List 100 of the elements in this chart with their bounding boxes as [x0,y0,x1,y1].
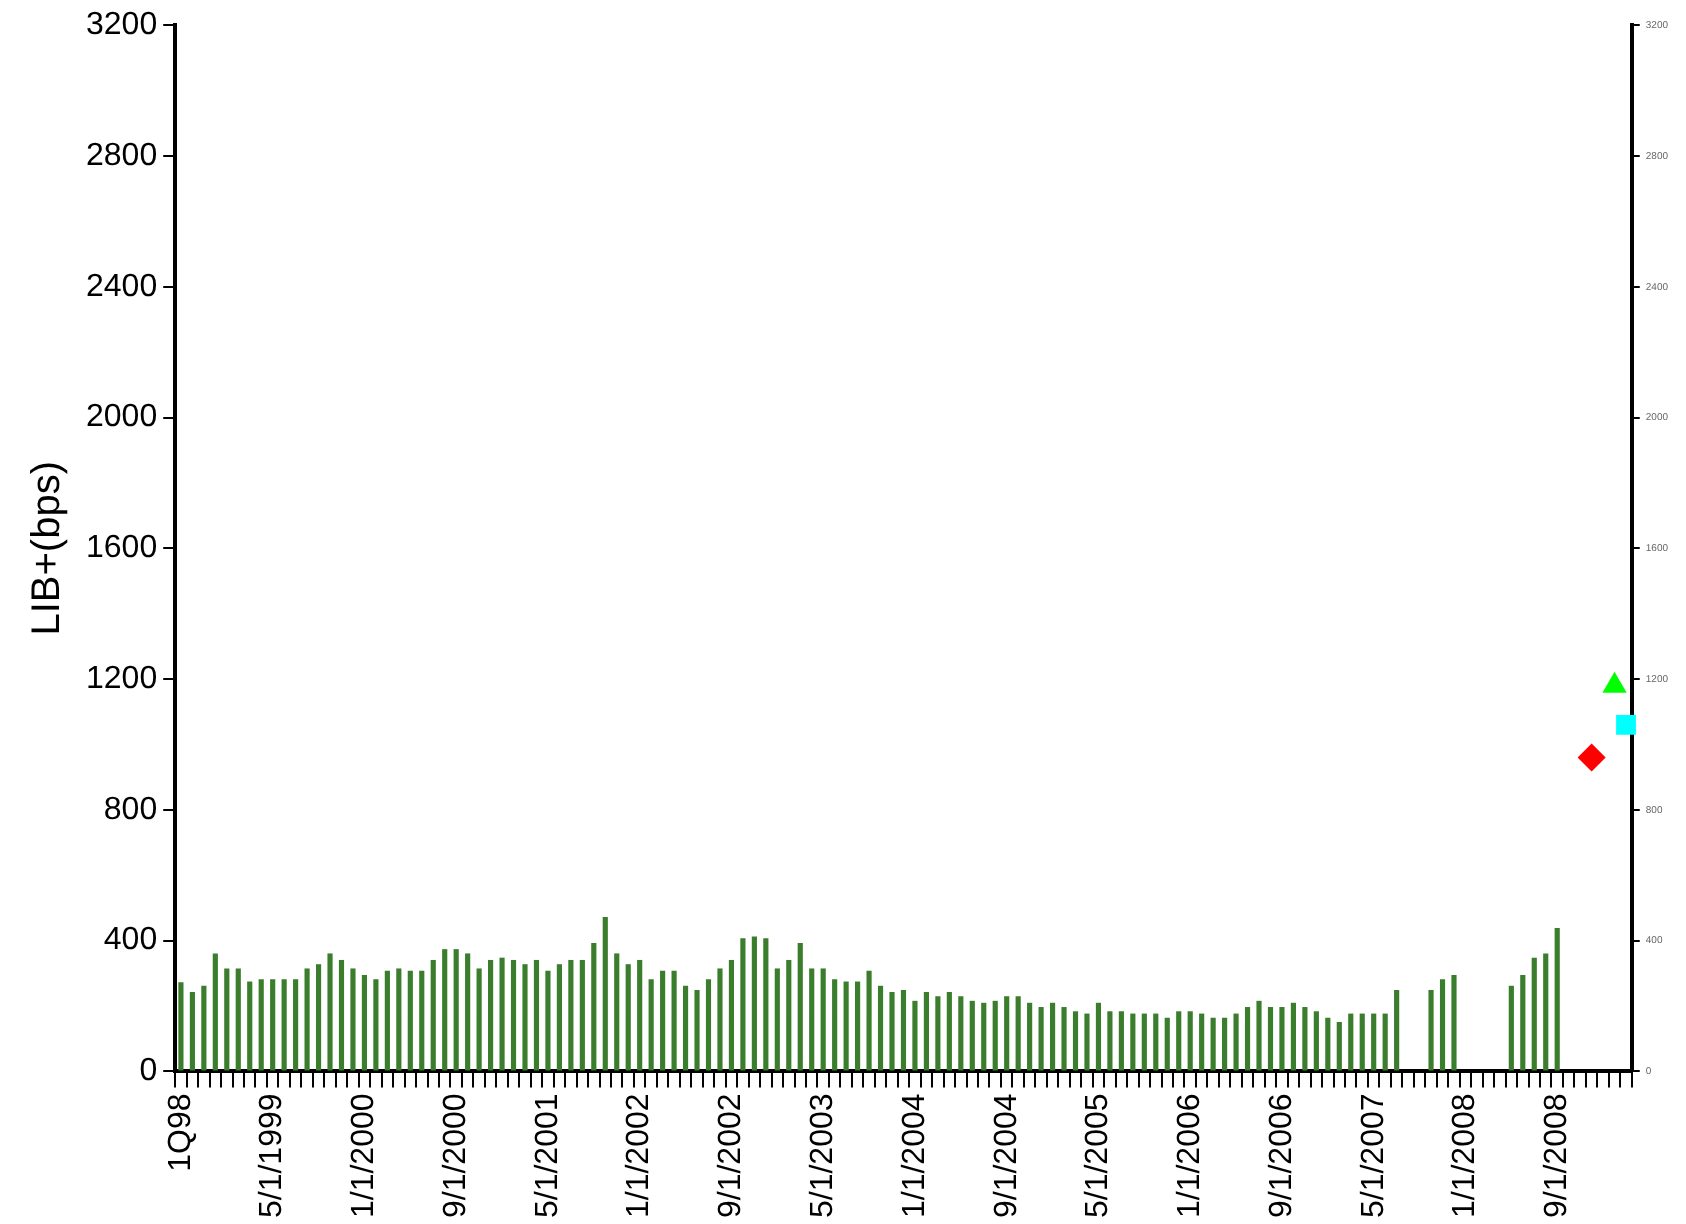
bar [843,981,849,1071]
bar [1279,1007,1285,1071]
bar [1348,1013,1354,1071]
bar [1336,1022,1342,1071]
bar [614,953,620,1071]
y-tick-label: 1200 [86,661,158,696]
bar [1222,1017,1228,1071]
bar [728,959,735,1071]
bar [304,968,310,1071]
bar [1118,1011,1124,1071]
bar [992,1000,998,1071]
bar [981,1002,987,1071]
bar [591,942,597,1071]
bar [774,968,780,1071]
bar [384,970,390,1071]
y-tick-label: 1600 [86,531,158,566]
bar [270,979,276,1071]
bar [338,959,345,1071]
bar [1302,1007,1308,1071]
bar [396,968,402,1071]
bar [235,968,241,1071]
bar [568,959,574,1071]
bar [1290,1002,1296,1071]
x-tick-label: 5/1/1999 [255,1093,290,1218]
bar [407,970,413,1071]
bar [694,990,700,1071]
bar [1325,1017,1331,1071]
bar [499,957,505,1071]
bar [1210,1017,1216,1071]
bar [1428,990,1434,1071]
bar [751,936,757,1071]
bar [293,979,299,1071]
bar [1439,979,1446,1071]
bar [488,959,494,1071]
bar [946,991,952,1071]
bar [1061,1007,1067,1071]
bar [545,970,551,1071]
bar [832,979,838,1071]
bar [1313,1011,1319,1071]
x-tick-label: 9/1/2000 [438,1093,473,1218]
y-tick-label: 0 [139,1054,158,1089]
bar [625,964,631,1071]
bar [671,970,677,1071]
bar [465,953,471,1071]
bar [1084,1013,1090,1071]
bar [453,949,459,1071]
x-tick-label: 1Q98 [163,1093,198,1172]
bar [1267,1007,1274,1071]
bar [1176,1011,1182,1071]
bar [820,968,826,1071]
bar [1049,1002,1056,1071]
bar [1199,1013,1205,1071]
bar [1244,1007,1251,1071]
bar [1141,1013,1147,1071]
bar [786,959,792,1071]
bar [740,938,746,1071]
y-tick-label: 2800 [86,138,158,173]
x-tick-label: 1/1/2008 [1448,1093,1483,1218]
bar [510,959,517,1071]
bar [1520,974,1526,1071]
bar [1130,1013,1136,1071]
x-tick-label: 5/1/2001 [530,1093,565,1218]
bar [1164,1017,1170,1071]
bar [247,981,253,1071]
bar [1451,974,1457,1071]
bar [1233,1013,1239,1071]
bar [1508,985,1514,1071]
y-tick-label: 2400 [86,269,158,304]
bar [682,985,689,1071]
x-tick-label: 5/1/2007 [1356,1093,1391,1218]
bar [1107,1011,1113,1071]
bar [1256,1000,1262,1071]
x-tick-label: 1/1/2002 [622,1093,657,1218]
bar [660,970,666,1071]
x-tick-label: 5/1/2005 [1081,1093,1116,1218]
x-tick-label: 1/1/2000 [347,1093,382,1218]
bar [602,917,608,1071]
bar [1382,1013,1388,1071]
bar [1153,1013,1159,1071]
bar [705,979,712,1071]
bar [361,974,368,1071]
bar [969,1000,975,1071]
x-tick-label: 1/1/2006 [1173,1093,1208,1218]
bar [556,964,562,1071]
bar [533,959,540,1071]
bar [637,959,643,1071]
bar [912,1000,918,1071]
bar [923,991,929,1071]
x-tick-label: 9/1/2004 [989,1093,1024,1218]
y-axis-title: LIB+(bps) [25,461,70,636]
x-tick-label: 9/1/2008 [1540,1093,1575,1218]
bar [212,953,218,1071]
bar [797,942,803,1071]
bar [258,979,264,1071]
bar [189,991,195,1071]
bar [935,996,941,1071]
bar [1371,1013,1377,1071]
bar [648,979,654,1071]
y-tick-label: 800 [103,792,158,827]
bar [1394,990,1400,1071]
